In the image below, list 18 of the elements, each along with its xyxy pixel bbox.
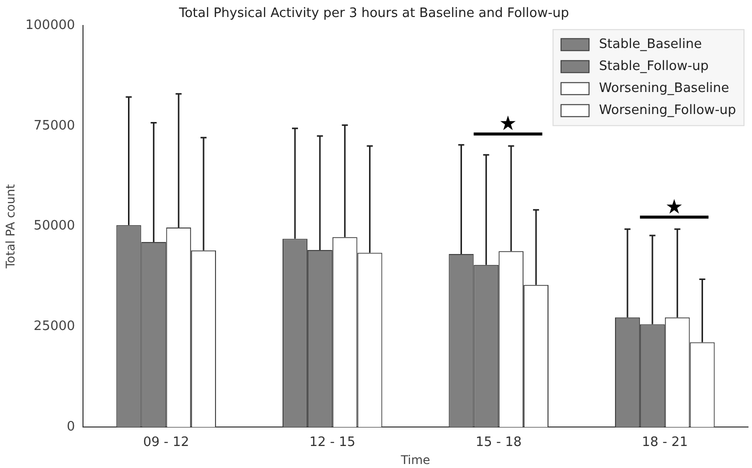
legend-label: Worsening_Baseline bbox=[599, 80, 730, 96]
annotation: ★ bbox=[499, 111, 517, 136]
x-tick-label: 18 - 21 bbox=[642, 435, 688, 450]
y-tick-label: 100000 bbox=[25, 18, 76, 33]
x-axis-title: Time bbox=[400, 452, 430, 467]
x-tick-label: 15 - 18 bbox=[476, 435, 522, 450]
y-tick-label: 25000 bbox=[34, 319, 76, 334]
legend-label: Stable_Follow-up bbox=[599, 58, 709, 74]
y-tick-label: 50000 bbox=[34, 218, 76, 234]
legend-label: Stable_Baseline bbox=[599, 36, 702, 52]
y-axis-title: Total PA count bbox=[3, 184, 18, 270]
annotation: ★ bbox=[665, 194, 684, 218]
legend-label: Worsening_Follow-up bbox=[599, 102, 736, 118]
y-tick-label: 75000 bbox=[34, 118, 76, 134]
x-tick-label: 12 - 15 bbox=[309, 435, 356, 450]
chart-title: Total Physical Activity per 3 hours at Baseline and Follow-up bbox=[178, 6, 570, 22]
y-tick-label: 0 bbox=[66, 419, 76, 434]
x-tick-label: 09 - 12 bbox=[143, 435, 190, 450]
